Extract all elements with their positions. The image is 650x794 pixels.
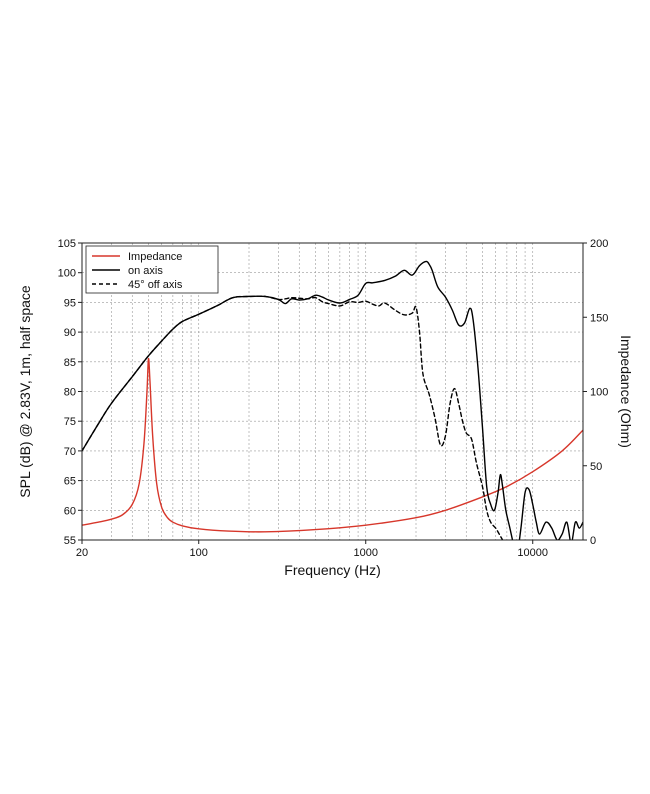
series-layer xyxy=(82,260,583,540)
y-tick-label-90: 90 xyxy=(64,327,76,339)
y-tick-label-75: 75 xyxy=(64,416,76,428)
x-axis-label: Frequency (Hz) xyxy=(284,562,380,578)
y-tick-label-60: 60 xyxy=(64,505,76,517)
y-tick-label-85: 85 xyxy=(64,357,76,369)
x-tick-label-100: 100 xyxy=(190,547,208,559)
x-tick-label-10000: 10000 xyxy=(517,547,548,559)
y-tick-label-70: 70 xyxy=(64,446,76,458)
legend: Impedance on axis 45° off axis xyxy=(85,245,219,294)
legend-label-on-axis: on axis xyxy=(128,265,163,277)
legend-label-impedance: Impedance xyxy=(128,251,182,263)
series-impedance xyxy=(82,357,583,533)
y2-tick-label-0: 0 xyxy=(590,535,596,547)
y-tick-label-100: 100 xyxy=(58,268,76,280)
y-tick-label-80: 80 xyxy=(64,387,76,399)
y-tick-label-55: 55 xyxy=(64,535,76,547)
y-tick-label-105: 105 xyxy=(58,238,76,250)
y-tick-label-95: 95 xyxy=(64,297,76,309)
grid xyxy=(82,243,583,540)
y2-tick-label-50: 50 xyxy=(590,461,602,473)
y2-tick-label-150: 150 xyxy=(590,312,608,324)
series-45-off-axis xyxy=(82,295,504,540)
y-axis-label: SPL (dB) @ 2.83V, 1m, half space xyxy=(17,285,33,498)
y2-tick-label-100: 100 xyxy=(590,387,608,399)
y-tick-label-65: 65 xyxy=(64,476,76,488)
x-tick-label-20: 20 xyxy=(76,547,88,559)
x-tick-label-1000: 1000 xyxy=(353,547,377,559)
legend-label-45-off-axis: 45° off axis xyxy=(128,279,183,291)
series-on-axis xyxy=(82,260,583,540)
ticks-layer: 20 100 1000 10000 55 60 65 70 75 80 85 90 95 100 105 0 5… xyxy=(58,238,609,559)
y2-axis-label: Impedance (Ohm) xyxy=(618,335,634,448)
y2-tick-label-200: 200 xyxy=(590,238,608,250)
